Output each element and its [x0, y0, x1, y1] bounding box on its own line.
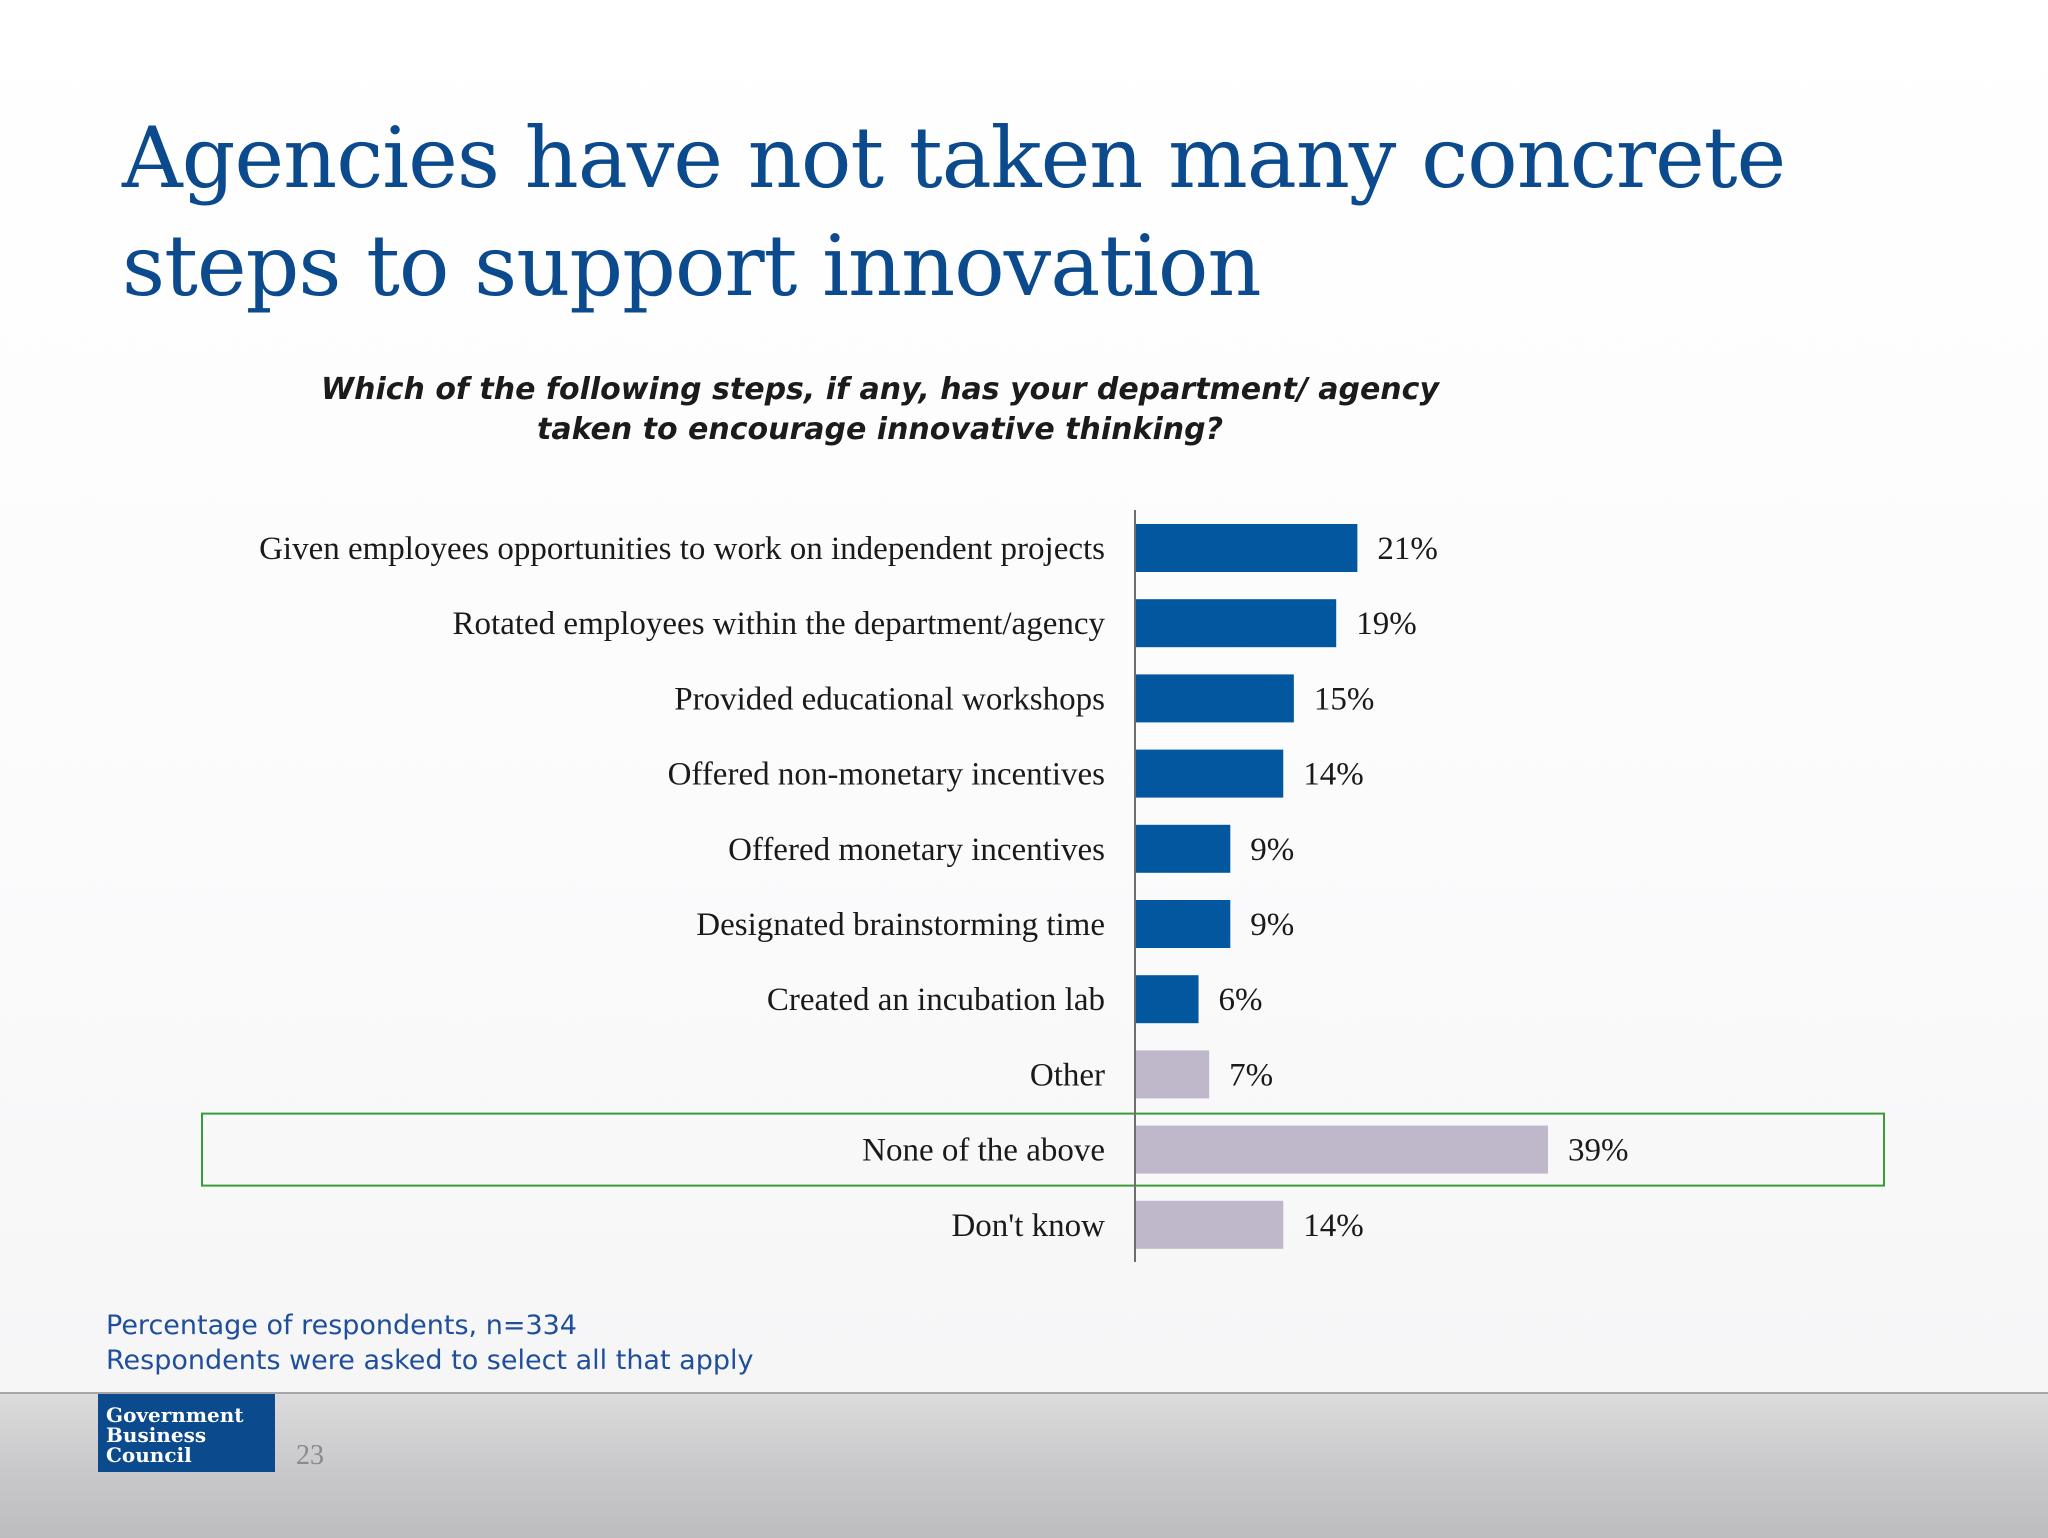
logo-line: Business: [106, 1423, 207, 1447]
bar-chart: Given employees opportunities to work on…: [201, 510, 1885, 1262]
category-label: Offered non-monetary incentives: [668, 757, 1105, 793]
value-label: 39%: [1568, 1133, 1629, 1169]
bar: [1135, 1200, 1284, 1249]
bar: [1135, 1050, 1210, 1099]
bar: [1135, 524, 1358, 572]
footer-bar: [0, 1392, 2048, 1538]
value-label: 9%: [1250, 832, 1294, 868]
logo-line: Council: [106, 1443, 192, 1467]
category-label: Created an incubation lab: [767, 982, 1105, 1018]
category-label: None of the above: [862, 1133, 1105, 1169]
survey-question: Which of the following steps, if any, ha…: [321, 372, 1439, 447]
value-label: 9%: [1250, 907, 1294, 943]
bar: [1135, 749, 1284, 798]
bar: [1135, 674, 1294, 723]
category-label: Rotated employees within the department/…: [453, 606, 1106, 642]
bar: [1135, 900, 1231, 948]
category-label: Offered monetary incentives: [728, 832, 1105, 868]
highlight-box: [201, 1112, 1885, 1187]
value-label: 14%: [1303, 1208, 1364, 1244]
category-label: Designated brainstorming time: [696, 907, 1105, 943]
bar: [1135, 975, 1199, 1024]
logo-line: Government: [106, 1403, 244, 1427]
sample-size-note: Percentage of respondents, n=334: [106, 1310, 577, 1341]
value-label: 21%: [1377, 531, 1438, 567]
category-label: Other: [1030, 1057, 1105, 1093]
category-label: Provided educational workshops: [674, 681, 1105, 717]
bar: [1135, 824, 1231, 873]
slide-title: Agencies have not taken many concrete st…: [122, 109, 1786, 315]
bar: [1135, 599, 1337, 648]
bar: [1135, 1125, 1548, 1174]
category-label: Don't know: [951, 1208, 1105, 1244]
value-label: 7%: [1229, 1057, 1273, 1093]
value-label: 15%: [1314, 681, 1375, 717]
value-label: 6%: [1219, 982, 1263, 1018]
page-number: 23: [296, 1440, 324, 1471]
category-label: Given employees opportunities to work on…: [259, 531, 1105, 567]
value-label: 14%: [1303, 757, 1364, 793]
select-all-note: Respondents were asked to select all tha…: [106, 1345, 754, 1376]
government-business-council-logo: Government Business Council: [98, 1394, 275, 1472]
value-label: 19%: [1356, 606, 1417, 642]
